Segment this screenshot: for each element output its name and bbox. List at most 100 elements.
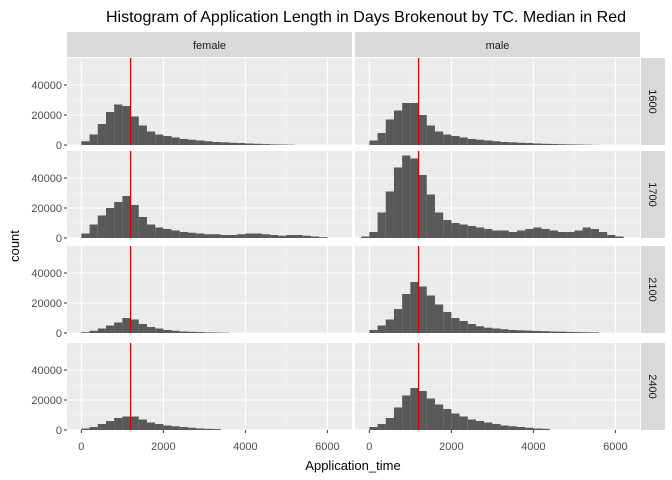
histogram-bar	[171, 137, 180, 145]
histogram-bar	[615, 236, 624, 238]
histogram-bar	[114, 104, 123, 145]
histogram-bar	[122, 318, 131, 333]
strip-male	[355, 32, 640, 57]
histogram-bar	[138, 217, 147, 238]
histogram-bar	[228, 142, 238, 145]
y-tick-label: 40000	[31, 173, 62, 185]
histogram-bar	[410, 103, 419, 145]
histogram-bar	[89, 427, 98, 430]
histogram-bar	[163, 425, 172, 430]
histogram-bar	[196, 233, 205, 238]
histogram-bar	[97, 124, 106, 145]
panel-2100-female	[67, 246, 352, 333]
histogram-bar	[434, 304, 444, 333]
histogram-bar	[146, 422, 156, 430]
histogram-bar	[598, 232, 608, 238]
histogram-bar	[204, 141, 213, 145]
histogram-bar	[434, 404, 444, 430]
histogram-bar	[574, 332, 583, 333]
histogram-bar	[393, 167, 403, 238]
histogram-bar	[319, 237, 328, 238]
histogram-bar	[525, 143, 534, 145]
histogram-bar	[607, 235, 616, 238]
histogram-bar	[146, 224, 156, 238]
y-tick-label: 40000	[31, 80, 62, 92]
histogram-bar	[220, 142, 229, 145]
histogram-bar	[451, 413, 460, 430]
histogram-bar	[533, 143, 542, 145]
histogram-bar	[81, 141, 90, 145]
histogram-bar	[443, 409, 452, 430]
histogram-bar	[549, 143, 558, 145]
histogram-bar	[278, 235, 287, 238]
histogram-bar	[402, 294, 411, 333]
histogram-bar	[130, 416, 139, 430]
histogram-bar	[500, 329, 509, 333]
histogram-bar	[179, 139, 188, 145]
histogram-bar	[122, 106, 131, 145]
histogram-bar	[179, 427, 188, 430]
histogram-bar	[590, 332, 599, 333]
histogram-bar	[590, 229, 599, 238]
histogram-bar	[294, 235, 303, 238]
histogram-bar	[377, 424, 386, 430]
histogram-bar	[97, 328, 106, 333]
histogram-bar	[212, 429, 221, 430]
histogram-bar	[492, 230, 501, 238]
histogram-bar	[130, 205, 139, 238]
histogram-bar	[451, 223, 460, 238]
histogram-bar	[130, 319, 139, 333]
histogram-bar	[582, 332, 591, 333]
histogram-bar	[533, 330, 542, 333]
histogram-bar	[434, 131, 444, 145]
histogram-bar	[171, 230, 180, 238]
histogram-bar	[130, 116, 139, 145]
histogram-bar	[105, 325, 115, 333]
histogram-bar	[269, 144, 279, 145]
histogram-bar	[443, 312, 452, 333]
histogram-bar	[508, 330, 517, 333]
histogram-bar	[574, 230, 583, 238]
histogram-bar	[237, 234, 246, 238]
panel-2400-female	[67, 343, 352, 430]
y-tick-label: 40000	[31, 365, 62, 377]
histogram-bar	[196, 428, 205, 430]
x-axis-title: Application_time	[305, 458, 400, 473]
strip-2100	[641, 246, 665, 333]
histogram-bar	[220, 235, 229, 238]
y-tick-label: 40000	[31, 268, 62, 280]
histogram-bar	[541, 229, 550, 238]
histogram-bar	[261, 144, 270, 145]
histogram-bar	[418, 175, 427, 238]
histogram-bar	[105, 112, 115, 145]
histogram-bar	[97, 424, 106, 430]
histogram-bar	[484, 229, 493, 238]
histogram-bar	[443, 134, 452, 145]
histogram-bar	[171, 330, 180, 333]
histogram-bar	[204, 234, 213, 238]
y-tick-label: 20000	[31, 298, 62, 310]
histogram-bar	[426, 194, 435, 238]
histogram-bar	[253, 233, 262, 238]
strip-female	[67, 32, 352, 57]
histogram-bar	[500, 230, 509, 238]
histogram-bar	[516, 230, 526, 238]
histogram-bar	[451, 136, 460, 145]
histogram-bar	[393, 407, 403, 430]
histogram-bar	[402, 103, 411, 145]
histogram-bar	[484, 327, 493, 333]
histogram-bar	[146, 327, 156, 333]
histogram-bar	[237, 143, 246, 145]
histogram-bar	[377, 212, 386, 238]
histogram-bar	[122, 416, 131, 430]
histogram-bar	[566, 232, 575, 238]
histogram-bar	[89, 134, 98, 145]
histogram-bar	[475, 326, 485, 333]
histogram-bar	[212, 142, 221, 145]
histogram-bar	[426, 398, 435, 430]
histogram-bar	[467, 419, 476, 430]
histogram-bar	[204, 332, 213, 333]
x-tick-label: 2000	[439, 441, 463, 453]
histogram-bar	[459, 321, 468, 333]
